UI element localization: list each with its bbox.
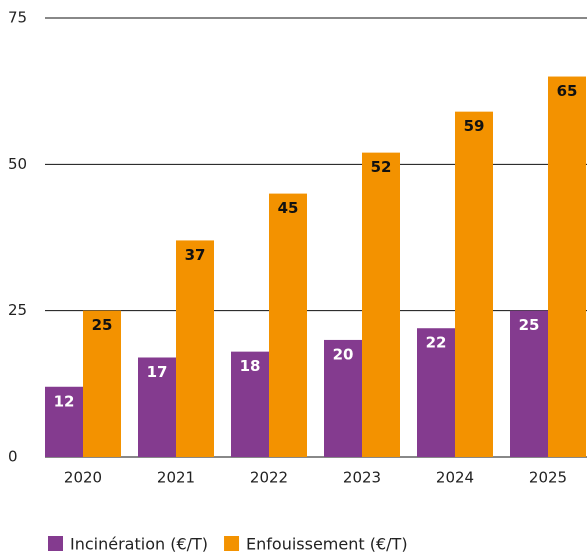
value-label: 20 <box>333 345 354 363</box>
bar <box>455 111 493 458</box>
x-tick-label: 2025 <box>529 469 567 487</box>
value-label: 37 <box>185 246 206 264</box>
bar <box>362 152 400 458</box>
x-tick-label: 2020 <box>64 469 102 487</box>
bar <box>176 240 214 457</box>
bar <box>548 76 586 458</box>
x-tick-label: 2022 <box>250 469 288 487</box>
value-label: 17 <box>147 363 168 381</box>
value-label: 25 <box>519 316 540 334</box>
legend-label: Enfouissement (€/T) <box>246 535 408 554</box>
legend-swatch <box>224 536 240 551</box>
value-label: 18 <box>240 357 261 375</box>
bar <box>510 310 548 457</box>
bar <box>83 310 121 457</box>
value-label: 12 <box>54 392 75 410</box>
bar <box>231 351 269 457</box>
bar <box>45 386 83 457</box>
y-tick-label: 25 <box>8 301 27 319</box>
y-tick-label: 50 <box>8 155 27 173</box>
bar <box>138 357 176 457</box>
value-label: 59 <box>464 117 485 135</box>
value-label: 52 <box>371 158 392 176</box>
value-label: 65 <box>557 82 578 100</box>
bar <box>417 328 455 457</box>
bar <box>324 339 362 457</box>
x-tick-label: 2023 <box>343 469 381 487</box>
y-tick-label: 75 <box>8 9 27 27</box>
x-tick-label: 2021 <box>157 469 195 487</box>
value-label: 45 <box>278 199 299 217</box>
y-tick-label: 0 <box>8 448 18 466</box>
legend-swatch <box>48 536 63 551</box>
value-label: 22 <box>426 334 447 352</box>
value-label: 25 <box>92 316 113 334</box>
x-tick-label: 2024 <box>436 469 474 487</box>
legend-label: Incinération (€/T) <box>70 535 208 554</box>
bar <box>269 193 307 457</box>
